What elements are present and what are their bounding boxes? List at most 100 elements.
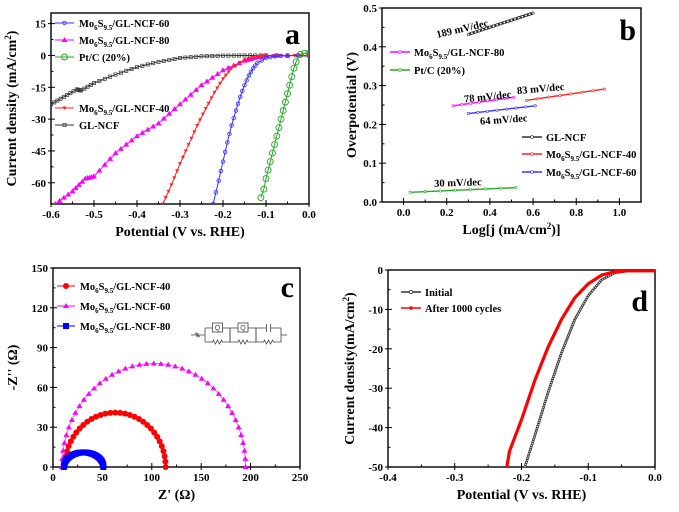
y-tick-label: 0 bbox=[41, 50, 47, 62]
data-point bbox=[502, 21, 506, 25]
data-point bbox=[225, 64, 232, 70]
data-point bbox=[136, 361, 143, 367]
legend-label: Mo6S9.5/GL-NCF-40 bbox=[79, 104, 169, 117]
data-point bbox=[183, 55, 188, 60]
data-point bbox=[203, 78, 210, 84]
data-point bbox=[118, 70, 123, 75]
data-point bbox=[536, 97, 540, 101]
resistor bbox=[256, 339, 281, 345]
data-point bbox=[602, 87, 606, 91]
data-point bbox=[259, 58, 264, 63]
data-point bbox=[513, 17, 517, 21]
data-point bbox=[212, 91, 217, 95]
panel-d: -0.4 -0.3 -0.2 -0.1 0.0 0 -10 -20 -30 -40 -50 Poten… bbox=[341, 265, 662, 503]
data-point bbox=[101, 161, 108, 167]
y-tick-label: -10 bbox=[368, 304, 383, 316]
series-mo6s9-5-gl-ncf-60 bbox=[466, 104, 537, 116]
x-tick-label: -0.2 bbox=[214, 209, 232, 221]
plot-frame bbox=[387, 269, 656, 468]
legend-marker bbox=[530, 170, 534, 174]
x-tick-label: 0.0 bbox=[302, 209, 316, 221]
data-point bbox=[151, 61, 156, 66]
data-point bbox=[199, 54, 204, 59]
data-point bbox=[281, 98, 289, 106]
data-point bbox=[231, 53, 236, 58]
data-point bbox=[285, 53, 290, 58]
legend-label: Pt/C (20%) bbox=[414, 66, 466, 77]
legend-marker bbox=[62, 123, 67, 127]
data-point bbox=[80, 396, 87, 402]
data-point bbox=[525, 98, 529, 102]
data-point bbox=[253, 63, 258, 68]
data-point bbox=[97, 78, 102, 83]
data-point bbox=[474, 30, 478, 34]
data-point bbox=[221, 53, 225, 58]
series-mo6s9-5-gl-ncf-80 bbox=[53, 52, 309, 204]
x-axis-label: Potential (V vs. RHE) bbox=[457, 488, 587, 503]
series-mo6s9-5-gl-ncf-40 bbox=[525, 87, 606, 102]
data-point bbox=[187, 91, 194, 97]
data-point bbox=[477, 100, 481, 104]
data-point bbox=[264, 166, 272, 174]
y-tick-label: -45 bbox=[31, 146, 46, 158]
data-point bbox=[486, 99, 490, 103]
resistor-series bbox=[191, 331, 205, 339]
data-point bbox=[258, 54, 263, 59]
y-tick-label: 0.0 bbox=[363, 197, 377, 209]
data-point bbox=[251, 56, 256, 60]
y-axis-label: -Z'' (Ω) bbox=[6, 344, 21, 390]
data-point bbox=[468, 101, 472, 105]
legend-label: Mo6S9.5/GL-NCF-60 bbox=[79, 19, 169, 32]
data-point bbox=[244, 78, 249, 83]
data-point bbox=[286, 81, 294, 89]
data-point bbox=[220, 159, 226, 164]
x-tick-label: -0.4 bbox=[128, 209, 146, 221]
data-point bbox=[96, 380, 103, 386]
y-tick-label: 60 bbox=[37, 382, 49, 394]
panel-b: 0.0 0.2 0.4 0.6 0.8 1.0 0.0 0.1 0.2 0.3 0.4 0.5 Log[… bbox=[345, 3, 642, 238]
data-point bbox=[180, 155, 185, 160]
data-point bbox=[192, 130, 197, 134]
y-tick-label: 0.5 bbox=[363, 3, 377, 15]
data-point bbox=[172, 56, 177, 61]
data-point bbox=[220, 67, 226, 73]
data-point bbox=[198, 82, 205, 88]
slope-annotation: 30 mV/dec bbox=[434, 177, 482, 190]
data-point bbox=[96, 167, 103, 173]
x-tick-label: -0.3 bbox=[446, 472, 464, 484]
legend-marker bbox=[530, 152, 534, 156]
series-line bbox=[162, 54, 309, 204]
x-tick-label: 0.2 bbox=[440, 207, 454, 219]
data-point bbox=[514, 106, 518, 110]
data-point bbox=[524, 105, 528, 109]
data-point bbox=[262, 175, 270, 182]
data-point bbox=[92, 81, 96, 85]
y-axis-label: Current density (mA/cm2) bbox=[3, 30, 20, 186]
data-point bbox=[186, 143, 191, 147]
data-point bbox=[484, 187, 488, 191]
legend-label: Mo6S9.5/GL-NCF-40 bbox=[80, 282, 170, 295]
data-point bbox=[60, 194, 67, 200]
legend-label: Mo6S9.5/GL-NCF-60 bbox=[546, 168, 636, 181]
y-tick-label: 30 bbox=[37, 422, 49, 434]
data-point bbox=[102, 76, 107, 81]
data-point bbox=[194, 54, 199, 59]
x-axis-label: Z' (Ω) bbox=[158, 488, 196, 503]
data-point bbox=[150, 123, 157, 129]
data-point bbox=[112, 150, 119, 156]
y-tick-label: -30 bbox=[368, 383, 383, 395]
data-point bbox=[278, 53, 284, 59]
data-point bbox=[233, 108, 239, 113]
series-mo6s9-5-gl-ncf-80 bbox=[60, 449, 107, 470]
legend-marker bbox=[398, 50, 402, 54]
data-point bbox=[134, 133, 140, 139]
legend-label: After 1000 cycles bbox=[425, 304, 501, 315]
data-point bbox=[296, 50, 304, 58]
data-point bbox=[237, 53, 242, 58]
x-tick-label: -0.1 bbox=[580, 472, 597, 484]
data-point bbox=[279, 107, 287, 115]
legend-label: Mo6S9.5/GL-NCF-80 bbox=[80, 322, 170, 335]
legend-marker bbox=[63, 303, 69, 308]
data-point bbox=[484, 26, 488, 30]
resistor bbox=[205, 339, 230, 345]
